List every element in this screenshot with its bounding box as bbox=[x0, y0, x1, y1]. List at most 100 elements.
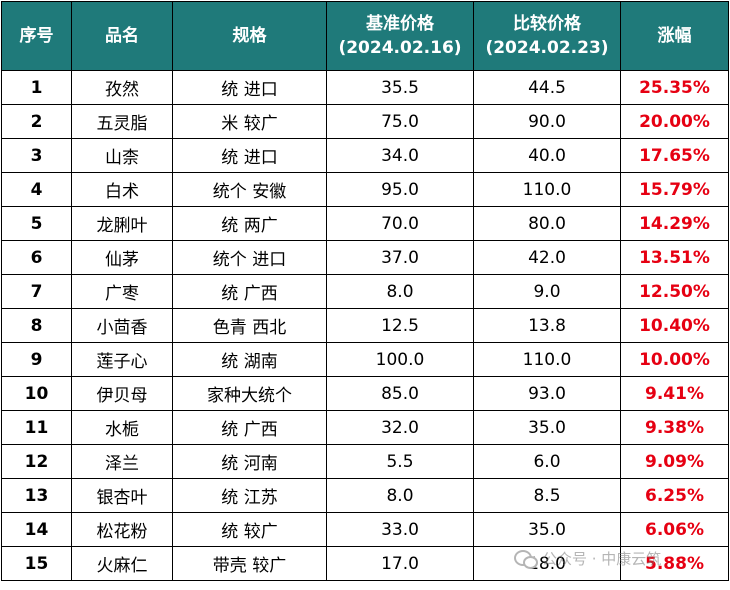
table-row: 15 火麻仁 带壳 较广 17.0 18.0 5.88% bbox=[1, 546, 729, 581]
cell-change: 15.79% bbox=[620, 172, 729, 207]
cell-spec: 统个 安徽 bbox=[172, 172, 327, 207]
table-row: 12 泽兰统 河南 5.5 6.0 9.09% bbox=[1, 444, 729, 479]
cell-compare-price: 9.0 bbox=[473, 274, 621, 309]
table-row: 10 伊贝母 家种大统个 85.0 93.0 9.41% bbox=[1, 376, 729, 411]
cell-no: 11 bbox=[1, 410, 72, 445]
cell-no: 3 bbox=[1, 138, 72, 173]
table-row: 2 五灵脂米 较广 75.0 90.0 20.00% bbox=[1, 104, 729, 139]
cell-spec: 统 河南 bbox=[172, 444, 327, 479]
table-row: 4 白术 统个 安徽 95.0 110.0 15.79% bbox=[1, 172, 729, 207]
cell-name: 广枣 bbox=[71, 274, 173, 309]
cell-name: 山柰 bbox=[71, 138, 173, 173]
cell-base-price: 35.5 bbox=[326, 70, 474, 105]
cell-compare-price: 90.0 bbox=[473, 104, 621, 139]
cell-compare-price: 44.5 bbox=[473, 70, 621, 105]
cell-no: 14 bbox=[1, 512, 72, 547]
cell-spec: 色青 西北 bbox=[172, 308, 327, 343]
cell-spec: 统 两广 bbox=[172, 206, 327, 241]
cell-base-price: 95.0 bbox=[326, 172, 474, 207]
cell-no: 12 bbox=[1, 444, 72, 479]
table-row: 14 松花粉统 较广 33.0 35.0 6.06% bbox=[1, 512, 729, 547]
cell-spec: 统 较广 bbox=[172, 512, 327, 547]
cell-compare-price: 110.0 bbox=[473, 172, 621, 207]
cell-change: 20.00% bbox=[620, 104, 729, 139]
cell-change: 9.41% bbox=[620, 376, 729, 411]
cell-base-price: 34.0 bbox=[326, 138, 474, 173]
cell-name: 小茴香 bbox=[71, 308, 173, 343]
cell-base-price: 75.0 bbox=[326, 104, 474, 139]
cell-change: 9.38% bbox=[620, 410, 729, 445]
cell-change: 10.40% bbox=[620, 308, 729, 343]
cell-spec: 统 广西 bbox=[172, 274, 327, 309]
cell-name: 五灵脂 bbox=[71, 104, 173, 139]
table-row: 9 莲子心统 湖南 100.0 110.0 10.00% bbox=[1, 342, 729, 377]
cell-base-price: 5.5 bbox=[326, 444, 474, 479]
table-row: 6 仙茅 统个 进口 37.0 42.0 13.51% bbox=[1, 240, 729, 275]
table-row: 5 龙脷叶统 两广 70.0 80.0 14.29% bbox=[1, 206, 729, 241]
header-base-price: 基准价格 (2024.02.16) bbox=[326, 1, 474, 71]
cell-compare-price: 18.0 bbox=[473, 546, 621, 581]
cell-no: 13 bbox=[1, 478, 72, 513]
cell-spec: 统 江苏 bbox=[172, 478, 327, 513]
cell-compare-price: 110.0 bbox=[473, 342, 621, 377]
cell-spec: 统个 进口 bbox=[172, 240, 327, 275]
cell-base-price: 8.0 bbox=[326, 478, 474, 513]
cell-change: 17.65% bbox=[620, 138, 729, 173]
cell-base-price: 12.5 bbox=[326, 308, 474, 343]
cell-compare-price: 6.0 bbox=[473, 444, 621, 479]
table-row: 8 小茴香 色青 西北 12.5 13.8 10.40% bbox=[1, 308, 729, 343]
cell-name: 火麻仁 bbox=[71, 546, 173, 581]
cell-base-price: 17.0 bbox=[326, 546, 474, 581]
cell-name: 银杏叶 bbox=[71, 478, 173, 513]
cell-name: 泽兰 bbox=[71, 444, 173, 479]
header-base-price-date: (2024.02.16) bbox=[338, 38, 462, 58]
cell-change: 9.09% bbox=[620, 444, 729, 479]
table-row: 11 水栀统 广西 32.0 35.0 9.38% bbox=[1, 410, 729, 445]
table-row: 3 山柰统 进口 34.0 40.0 17.65% bbox=[1, 138, 729, 173]
cell-compare-price: 8.5 bbox=[473, 478, 621, 513]
cell-base-price: 100.0 bbox=[326, 342, 474, 377]
cell-no: 5 bbox=[1, 206, 72, 241]
table-row: 7 广枣统 广西 8.0 9.0 12.50% bbox=[1, 274, 729, 309]
cell-name: 仙茅 bbox=[71, 240, 173, 275]
cell-change: 13.51% bbox=[620, 240, 729, 275]
cell-no: 10 bbox=[1, 376, 72, 411]
header-no: 序号 bbox=[1, 1, 72, 71]
cell-name: 孜然 bbox=[71, 70, 173, 105]
cell-name: 水栀 bbox=[71, 410, 173, 445]
table-row: 13 银杏叶统 江苏 8.0 8.5 6.25% bbox=[1, 478, 729, 513]
cell-no: 9 bbox=[1, 342, 72, 377]
cell-base-price: 70.0 bbox=[326, 206, 474, 241]
cell-compare-price: 80.0 bbox=[473, 206, 621, 241]
header-compare-price-label: 比较价格 bbox=[513, 14, 581, 34]
cell-name: 莲子心 bbox=[71, 342, 173, 377]
cell-spec: 米 较广 bbox=[172, 104, 327, 139]
cell-spec: 统 广西 bbox=[172, 410, 327, 445]
cell-base-price: 37.0 bbox=[326, 240, 474, 275]
cell-change: 12.50% bbox=[620, 274, 729, 309]
table-header: 序号 品名 规格 基准价格 (2024.02.16) 比较价格 (2024.02… bbox=[1, 1, 729, 71]
header-base-price-label: 基准价格 bbox=[366, 14, 434, 34]
cell-spec: 家种大统个 bbox=[172, 376, 327, 411]
table-body: 1 孜然统 进口 35.5 44.5 25.35% 2 五灵脂米 较广 75.0 90.0 20.… bbox=[1, 70, 729, 581]
cell-base-price: 85.0 bbox=[326, 376, 474, 411]
cell-no: 4 bbox=[1, 172, 72, 207]
cell-no: 8 bbox=[1, 308, 72, 343]
cell-compare-price: 40.0 bbox=[473, 138, 621, 173]
header-spec: 规格 bbox=[172, 1, 327, 71]
cell-no: 7 bbox=[1, 274, 72, 309]
cell-name: 伊贝母 bbox=[71, 376, 173, 411]
cell-compare-price: 13.8 bbox=[473, 308, 621, 343]
cell-base-price: 32.0 bbox=[326, 410, 474, 445]
header-row: 序号 品名 规格 基准价格 (2024.02.16) 比较价格 (2024.02… bbox=[1, 1, 729, 71]
cell-name: 松花粉 bbox=[71, 512, 173, 547]
cell-compare-price: 93.0 bbox=[473, 376, 621, 411]
cell-change: 14.29% bbox=[620, 206, 729, 241]
cell-no: 15 bbox=[1, 546, 72, 581]
cell-change: 6.25% bbox=[620, 478, 729, 513]
cell-name: 龙脷叶 bbox=[71, 206, 173, 241]
cell-compare-price: 42.0 bbox=[473, 240, 621, 275]
cell-spec: 统 进口 bbox=[172, 70, 327, 105]
cell-no: 2 bbox=[1, 104, 72, 139]
